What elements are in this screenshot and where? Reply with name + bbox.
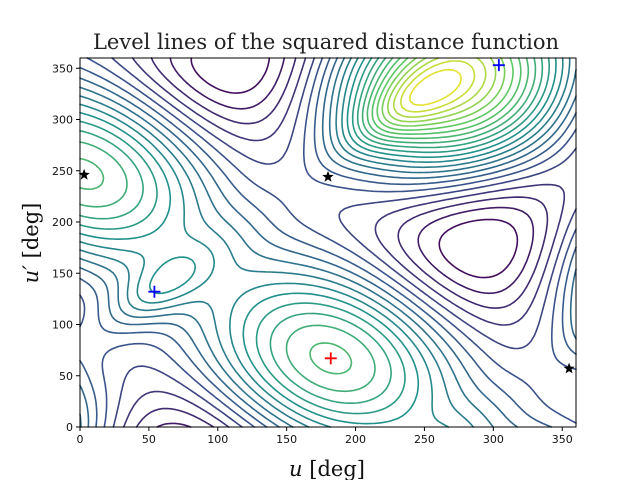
y-tick-label: 0 — [66, 421, 73, 434]
saddle-marker — [322, 170, 334, 182]
x-axis-var: u — [289, 457, 303, 480]
contour-line — [371, 57, 522, 135]
contour-line — [79, 57, 577, 428]
contour-line — [79, 57, 544, 404]
x-tick-label: 100 — [207, 433, 228, 446]
contour-line — [400, 60, 476, 113]
chart-title: Level lines of the squared distance func… — [93, 30, 559, 54]
y-axis-unit: [deg] — [19, 203, 43, 265]
y-axis-ticks: 0 50 100 150 200 250 300 350 — [52, 62, 80, 434]
y-tick-label: 250 — [52, 165, 73, 178]
contour-line — [79, 57, 550, 415]
x-tick-label: 250 — [414, 433, 435, 446]
x-tick-label: 150 — [276, 433, 297, 446]
y-tick-label: 100 — [52, 319, 73, 332]
plot-frame — [79, 57, 577, 428]
contour-line — [79, 57, 577, 428]
contour-line — [79, 57, 571, 428]
x-axis-label: u [deg] — [289, 457, 365, 480]
contour-line — [135, 57, 549, 428]
saddle-marker — [563, 362, 575, 374]
contour-line — [79, 57, 530, 375]
contour-line — [79, 57, 557, 425]
y-axis-label: u′ [deg] — [19, 203, 43, 284]
contour-line — [79, 57, 564, 428]
contour-line — [409, 68, 462, 106]
y-tick-label: 50 — [59, 370, 73, 383]
x-axis-ticks: 0 50 100 150 200 250 300 350 — [77, 427, 573, 446]
minimum-marker — [492, 59, 505, 72]
y-axis-var: u′ — [19, 265, 43, 284]
contour-line — [79, 57, 577, 428]
contour-line — [79, 57, 577, 428]
contour-line — [387, 57, 497, 123]
point-markers — [78, 59, 575, 374]
x-tick-label: 200 — [345, 433, 366, 446]
x-tick-label: 50 — [142, 433, 156, 446]
contour-line — [393, 57, 487, 118]
saddle-marker — [78, 168, 90, 180]
contour-lines — [79, 57, 577, 428]
contour-line — [381, 57, 506, 127]
x-tick-label: 350 — [552, 433, 573, 446]
contour-line — [111, 57, 577, 428]
x-tick-label: 300 — [483, 433, 504, 446]
y-tick-label: 300 — [52, 114, 73, 127]
y-tick-label: 200 — [52, 216, 73, 229]
contour-line — [190, 57, 519, 279]
contour-line — [79, 57, 537, 393]
x-tick-label: 0 — [77, 433, 84, 446]
plot-area — [78, 57, 577, 428]
x-axis-unit: [deg] — [303, 457, 365, 480]
contour-line — [376, 57, 514, 131]
minimum-marker — [148, 285, 161, 298]
contour-line — [122, 57, 566, 428]
minimum-marker — [324, 352, 337, 365]
y-tick-label: 350 — [52, 62, 73, 75]
y-tick-label: 150 — [52, 267, 73, 280]
